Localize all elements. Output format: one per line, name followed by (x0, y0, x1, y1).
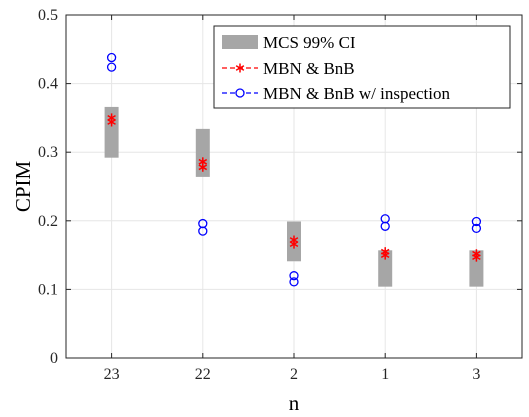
legend-label: MCS 99% CI (263, 33, 356, 52)
x-tick-label: 1 (381, 366, 389, 383)
mbn-bnb-inspection-point (198, 218, 208, 229)
markers (106, 52, 482, 287)
legend-box (213, 25, 511, 109)
x-tick-label: 2 (290, 366, 298, 383)
x-tick-label: 3 (472, 366, 480, 383)
ci-bar (378, 250, 393, 287)
legend-label: MBN & BnB (263, 59, 355, 78)
mbn-bnb-point (472, 249, 481, 259)
y-tick-label: 0.4 (38, 76, 58, 93)
mbn-bnb-inspection-point (380, 214, 390, 224)
mbn-bnb-point (198, 157, 208, 167)
mbn-bnb-point (107, 113, 116, 123)
x-axis-label: n (289, 391, 300, 415)
legend-swatch (222, 35, 258, 49)
y-tick-label: 0.5 (38, 7, 58, 24)
x-tick-label: 23 (104, 366, 120, 383)
legend-item: MBN & BnB w/ inspection (222, 84, 451, 103)
y-axis-label: CPIM (11, 161, 35, 213)
mbn-bnb-inspection-point (289, 271, 299, 281)
ticks: 00.10.20.30.40.523 22 2 1 3 (38, 7, 522, 383)
legend: MCS 99% CI MBN & BnB MBN & BnB w/ inspecti… (213, 25, 511, 109)
legend-label: MBN & BnB w/ inspection (263, 84, 451, 103)
y-tick-label: 0.2 (38, 213, 58, 230)
mbn-bnb-inspection-point (106, 62, 117, 72)
mbn-bnb-inspection-point (289, 277, 299, 287)
x-tick-label: 22 (195, 366, 211, 383)
mbn-bnb-inspection-point (471, 223, 482, 233)
legend-swatch-marker (235, 88, 245, 98)
mbn-bnb-point (289, 235, 299, 245)
mbn-bnb-inspection-point (106, 52, 117, 63)
mbn-bnb-inspection-point (471, 216, 482, 227)
mbn-bnb-point (380, 247, 390, 257)
legend-item: MCS 99% CI (222, 33, 356, 52)
y-tick-label: 0.1 (38, 281, 58, 298)
y-tick-label: 0.3 (38, 144, 58, 161)
y-tick-label: 0 (50, 350, 58, 367)
legend-swatch-marker (235, 63, 245, 73)
legend-item: MBN & BnB (222, 59, 355, 78)
